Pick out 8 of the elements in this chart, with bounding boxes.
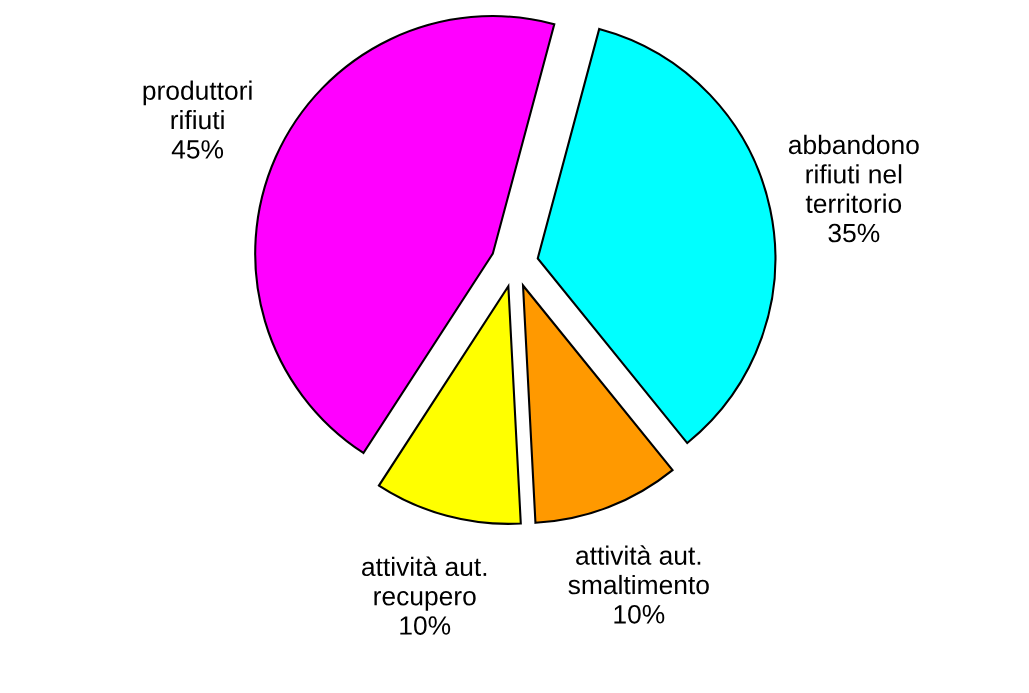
slice-label: produttori rifiuti (143, 80, 252, 130)
slice-label: abbandono rifiuti nel territorio (788, 134, 919, 213)
slice-label: attività aut. recupero (362, 556, 487, 611)
data-label: 45% (171, 140, 224, 159)
slice-label: attività aut. smaltimento (568, 545, 709, 595)
data-label: 10% (614, 604, 665, 624)
data-label: 35% (828, 223, 880, 243)
data-label: 10% (400, 616, 451, 635)
